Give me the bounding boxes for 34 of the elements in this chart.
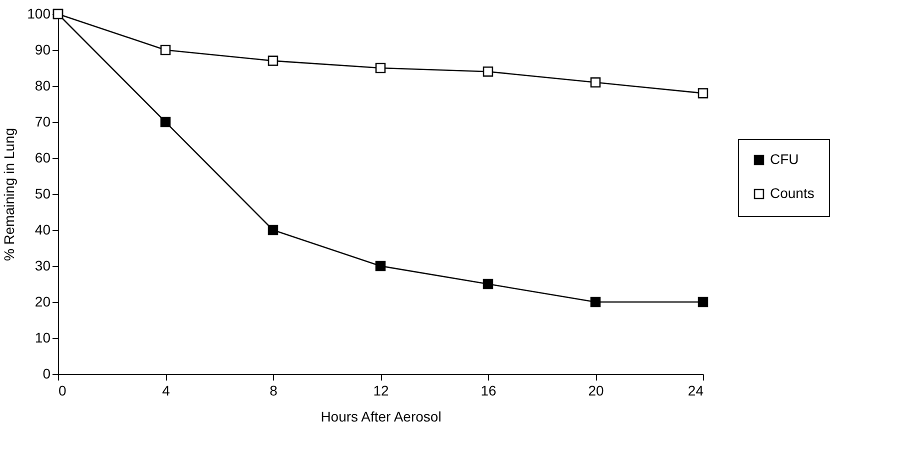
y-tick-label: 0 [42, 366, 51, 382]
y-tick-label: 100 [27, 6, 51, 22]
x-tick-label: 20 [588, 382, 604, 398]
y-tick-label: 70 [34, 114, 51, 130]
point [160, 116, 171, 128]
x-tick-label: 12 [373, 382, 389, 398]
legend-label: Counts [770, 185, 814, 201]
y-tick-label: 80 [34, 78, 51, 94]
point [268, 56, 278, 66]
y-tick-label: 90 [34, 42, 51, 58]
x-tick-label: 0 [58, 382, 66, 398]
point [698, 296, 708, 308]
y-tick-label: 60 [34, 150, 51, 166]
point [482, 278, 494, 290]
point [590, 296, 601, 308]
y-tick-label: 40 [34, 222, 51, 238]
point [590, 77, 601, 88]
point [375, 260, 386, 272]
x-tick-label: 24 [688, 382, 704, 398]
point [375, 62, 386, 74]
y-tick-label: 10 [34, 330, 51, 346]
y-axis-title: % Remaining in Lung [1, 128, 18, 262]
point [160, 44, 171, 56]
y-tick-label: 20 [34, 294, 51, 310]
point [268, 224, 278, 236]
point [698, 88, 708, 98]
x-tick-label: 16 [480, 382, 496, 398]
x-tick-label: 4 [162, 382, 170, 398]
y-tick-label: 30 [34, 258, 51, 274]
x-tick-label: 8 [270, 382, 278, 398]
x-axis-title: Hours After Aerosol [320, 408, 442, 424]
y-tick-label: 50 [34, 186, 51, 202]
point [482, 66, 494, 77]
legend-label: CFU [770, 151, 799, 167]
